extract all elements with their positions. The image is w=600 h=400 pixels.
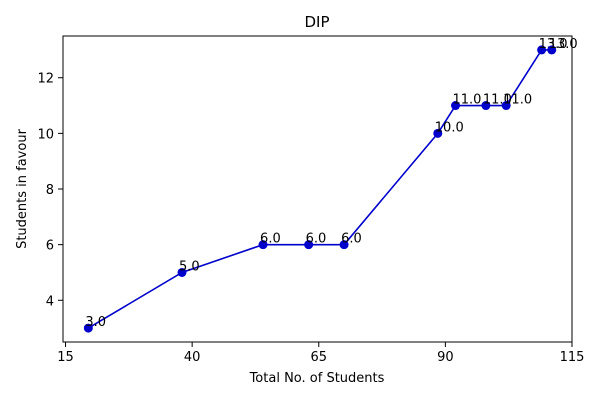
x-tick-label: 115 (560, 350, 585, 365)
data-label: 13.0 (549, 37, 578, 52)
data-label: 11.0 (503, 93, 532, 108)
x-axis-label: Total No. of Students (249, 371, 385, 386)
data-label: 11.0 (453, 93, 482, 108)
data-label: 13.0 (539, 37, 568, 52)
data-point (339, 240, 349, 250)
data-point (433, 128, 443, 138)
plot-frame (62, 35, 573, 343)
x-axis: 15 40 65 90 115 (57, 342, 584, 365)
data-point (481, 101, 491, 111)
data-point (547, 45, 557, 55)
plot-area: 3.05.06.0 6.0 6.010.011.0 11.011.013.013.0 (83, 37, 578, 333)
data-label: 6.0 (260, 232, 281, 247)
data-point (537, 45, 547, 55)
data-label: 10.0 (435, 120, 464, 135)
data-point (304, 240, 314, 250)
data-point (258, 240, 268, 250)
data-point (177, 267, 187, 277)
data-label: 3.0 (85, 315, 106, 330)
y-tick-label: 4 (46, 294, 54, 309)
data-point (501, 101, 511, 111)
data-point (83, 323, 93, 333)
y-axis-label: Students in favour (15, 128, 30, 248)
y-tick-label: 12 (37, 72, 54, 87)
x-tick-label: 90 (437, 350, 454, 365)
y-tick-label: 6 (46, 239, 54, 254)
y-axis: 4 6 8 10 12 (37, 72, 63, 309)
x-tick-label: 15 (57, 350, 74, 365)
data-label: 5.0 (179, 259, 200, 274)
data-point (451, 101, 461, 111)
data-label: 6.0 (341, 232, 362, 247)
x-tick-label: 65 (310, 350, 327, 365)
x-tick-label: 40 (184, 350, 201, 365)
chart-title: DIP (304, 13, 329, 31)
y-tick-label: 10 (37, 127, 54, 142)
data-label: 6.0 (306, 232, 327, 247)
y-tick-label: 8 (46, 183, 54, 198)
